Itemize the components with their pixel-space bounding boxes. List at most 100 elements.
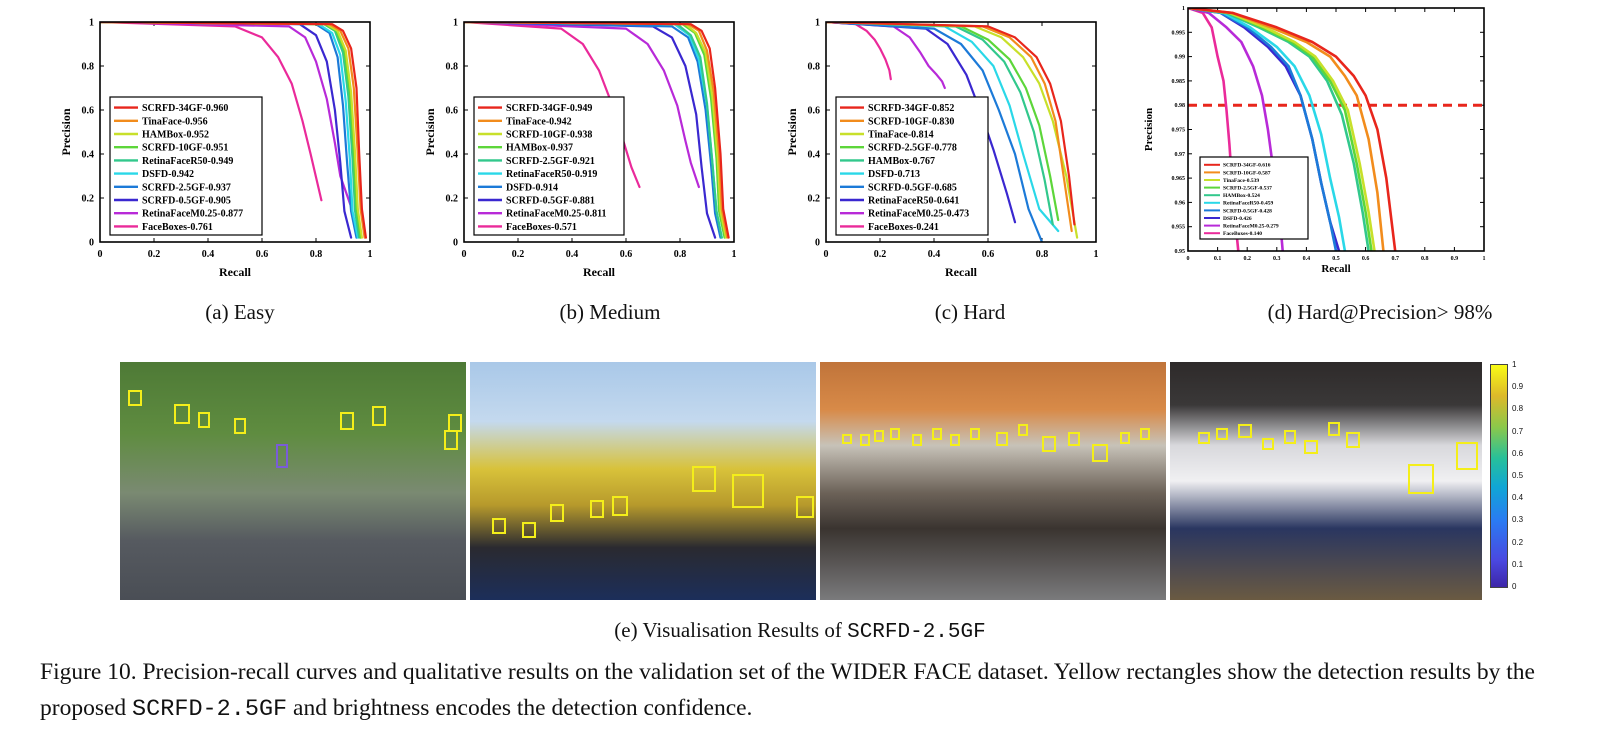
legend-entry: SCRFD-0.5GF-0.905: [142, 196, 231, 207]
detection-box: [492, 518, 506, 534]
x-axis-label: Recall: [583, 265, 616, 279]
y-tick-label: 0.965: [1172, 176, 1186, 182]
detection-box: [1238, 424, 1252, 438]
detection-box: [860, 434, 870, 446]
x-axis-label: Recall: [945, 265, 978, 279]
detection-box: [340, 412, 354, 430]
detection-box: [692, 466, 716, 492]
legend-entry: SCRFD-10GF-0.830: [868, 116, 954, 127]
detection-box: [1198, 432, 1210, 444]
detection-box: [372, 406, 386, 426]
x-tick-label: 0: [462, 249, 467, 260]
x-tick-label: 0.2: [512, 249, 525, 260]
legend-entry: SCRFD-2.5GF-0.778: [868, 143, 957, 154]
legend-entry: SCRFD-34GF-0.949: [506, 103, 592, 114]
legend-entry: DSFD-0.713: [868, 169, 920, 180]
y-tick-label: 0: [453, 238, 458, 249]
detection-box: [950, 434, 960, 446]
detection-box: [1018, 424, 1028, 436]
legend-entry: SCRFD-0.5GF-0.685: [868, 182, 957, 193]
plot-frame: [463, 21, 735, 243]
detection-box: [612, 496, 628, 516]
curves: [464, 22, 730, 239]
subcaption-d: (d) Hard@Precision> 98%: [1267, 300, 1493, 324]
detection-box: [198, 412, 210, 428]
legend-entry: HAMBox-0.937: [506, 143, 573, 154]
legend-entry: SCRFD-34GF-0.960: [142, 103, 228, 114]
series-line: [1188, 8, 1338, 251]
detection-box: [1346, 432, 1360, 448]
series-line: [464, 22, 717, 239]
y-tick-label: 0: [89, 238, 94, 249]
y-tick-label: 0.6: [446, 106, 459, 117]
y-tick-label: 0.4: [82, 150, 95, 161]
legend-entry: SCRFD-0.5GF-0.428: [1223, 208, 1272, 214]
legend-entry: TinaFace-0.539: [1223, 178, 1259, 184]
detection-box: [874, 430, 884, 442]
detection-box: [1304, 440, 1318, 454]
legend-entry: FaceBoxes-0.571: [506, 222, 577, 233]
x-tick-label: 0.7: [1391, 256, 1399, 262]
x-tick-label: 0.2: [148, 249, 161, 260]
subcaption-b: (b) Medium: [559, 300, 661, 324]
y-tick-label: 0.985: [1172, 79, 1186, 85]
y-tick-label: 1: [453, 18, 458, 29]
detection-box: [590, 500, 604, 518]
legend-entry: DSFD-0.914: [506, 182, 558, 193]
y-tick-label: 0.2: [82, 194, 95, 205]
series-line: [100, 22, 363, 239]
legend-entry: SCRFD-2.5GF-0.537: [1223, 186, 1272, 192]
series-line: [826, 22, 946, 90]
series-line: [464, 22, 722, 239]
subcaption-e-prefix: (e) Visualisation Results of: [614, 618, 848, 642]
series-line: [100, 22, 358, 239]
legend-entry: FaceBoxes-0.761: [142, 222, 213, 233]
x-tick-label: 1: [732, 249, 737, 260]
y-tick-label: 1: [815, 18, 820, 29]
x-tick-label: 0.6: [256, 249, 269, 260]
x-tick-label: 0.8: [1036, 249, 1049, 260]
series-line: [1188, 8, 1376, 251]
legend-entry: SCRFD-10GF-0.587: [1223, 170, 1271, 176]
legend-entry: RetinaFaceM0.25-0.811: [506, 209, 607, 220]
colorbar-tick-label: 0.3: [1512, 515, 1524, 525]
series-line: [464, 22, 726, 239]
colorbar-tick-label: 0.8: [1512, 404, 1524, 414]
x-tick-label: 0.8: [1421, 256, 1429, 262]
detection-box: [912, 434, 922, 446]
plot-frame: [825, 21, 1097, 243]
curves: [100, 22, 367, 239]
series-line: [100, 22, 366, 239]
series-line: [826, 22, 1060, 222]
y-tick-label: 0.4: [446, 150, 459, 161]
x-tick-label: 0.4: [928, 249, 941, 260]
legend-entry: RetinaFaceR50-0.459: [1223, 201, 1274, 207]
series-line: [100, 22, 359, 239]
colorbar-tick-label: 0.5: [1512, 471, 1524, 480]
detection-box: [1068, 432, 1080, 446]
y-axis-label: Precision: [785, 108, 799, 155]
detection-box: [932, 428, 942, 440]
legend-entry: RetinaFaceR50-0.919: [506, 169, 597, 180]
series-line: [100, 22, 323, 202]
subcaption-e: (e) Visualisation Results of SCRFD-2.5GF: [500, 618, 1100, 644]
legend-entry: TinaFace-0.942: [506, 116, 572, 127]
subcaption-a: (a) Easy: [205, 300, 275, 324]
x-tick-label: 0.2: [1243, 256, 1251, 262]
colorbar-tick-label: 0: [1512, 582, 1517, 591]
caption-model: SCRFD-2.5GF: [132, 696, 288, 723]
y-tick-label: 0.8: [446, 62, 459, 73]
colorbar-tick-label: 0.2: [1512, 537, 1524, 547]
legend-entry: SCRFD-10GF-0.938: [506, 130, 592, 141]
subcaption-e-model: SCRFD-2.5GF: [847, 621, 986, 644]
colorbar-tick-label: 0.4: [1512, 493, 1524, 503]
curves: [826, 22, 1079, 242]
legend-entry: RetinaFaceM0.25-0.473: [868, 209, 969, 220]
detection-box: [1328, 422, 1340, 436]
legend-entry: SCRFD-34GF-0.616: [1223, 163, 1271, 169]
legend-entry: SCRFD-2.5GF-0.921: [506, 156, 595, 167]
y-tick-label: 0.98: [1175, 103, 1186, 109]
x-tick-label: 0: [824, 249, 829, 260]
legend-entry: SCRFD-10GF-0.951: [142, 143, 228, 154]
x-tick-label: 0.3: [1273, 256, 1281, 262]
